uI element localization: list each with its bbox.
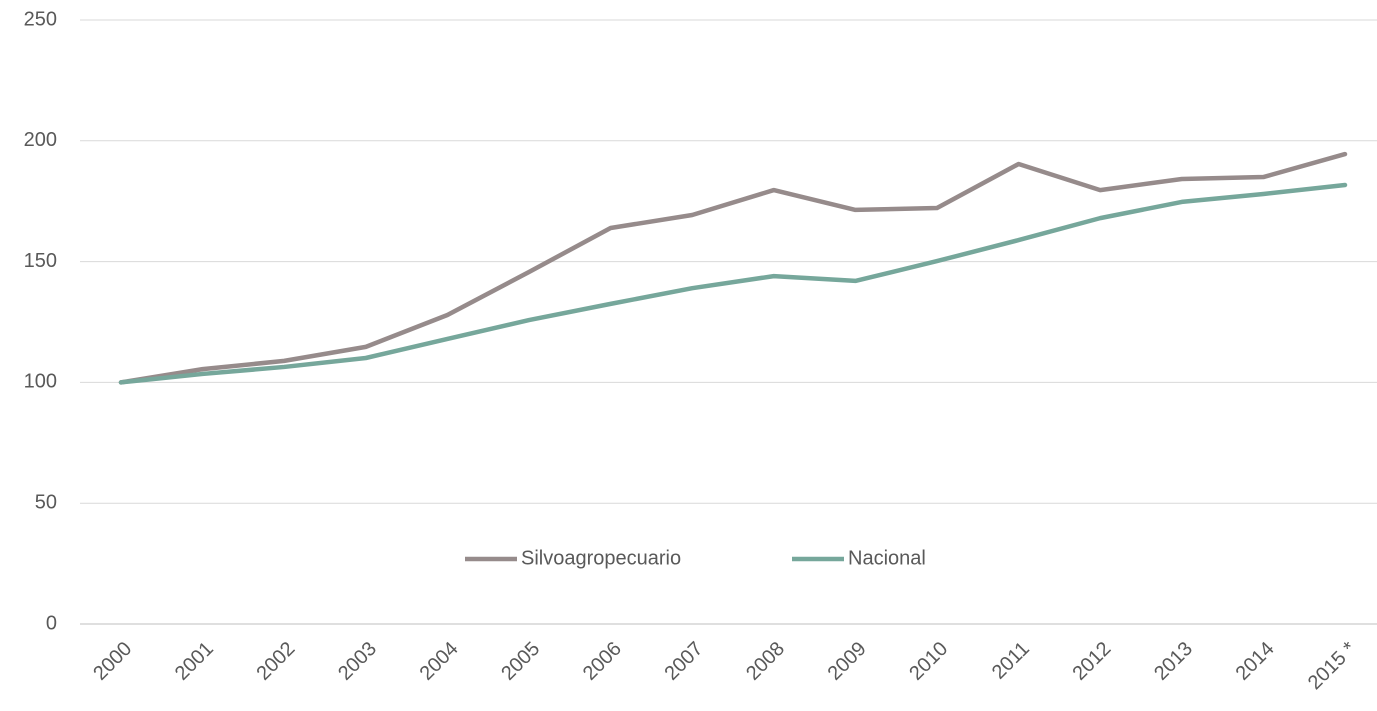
x-tick-label: 2007 — [660, 638, 707, 685]
y-tick-label: 150 — [24, 250, 57, 272]
line-series — [118, 151, 1348, 385]
x-tick-label: 2004 — [416, 638, 463, 685]
x-tick-label: 2014 — [1232, 638, 1279, 685]
x-tick-label: 2001 — [171, 638, 218, 685]
y-tick-label: 250 — [24, 8, 57, 30]
y-tick-label: 200 — [24, 129, 57, 151]
x-tick-label: 2008 — [742, 638, 789, 685]
x-tick-label: 2000 — [89, 638, 136, 685]
x-tick-label: 2013 — [1150, 638, 1197, 685]
y-tick-label: 50 — [35, 491, 57, 513]
x-tick-label: 2006 — [579, 638, 626, 685]
x-tick-label: 2009 — [824, 638, 871, 685]
legend-label: Nacional — [848, 547, 926, 569]
y-tick-label: 100 — [24, 371, 57, 393]
x-tick-label: 2005 — [497, 638, 544, 685]
x-tick-label: 2002 — [252, 638, 299, 685]
x-tick-label: 2015 * — [1304, 638, 1361, 695]
x-tick-label: 2011 — [988, 638, 1034, 684]
legend-label: Silvoagropecuario — [521, 547, 681, 569]
y-tick-label: 0 — [46, 612, 57, 634]
x-tick-label: 2010 — [905, 638, 952, 685]
line-series — [118, 182, 1348, 385]
x-tick-label: 2012 — [1068, 638, 1115, 685]
x-tick-label: 2003 — [334, 638, 381, 685]
